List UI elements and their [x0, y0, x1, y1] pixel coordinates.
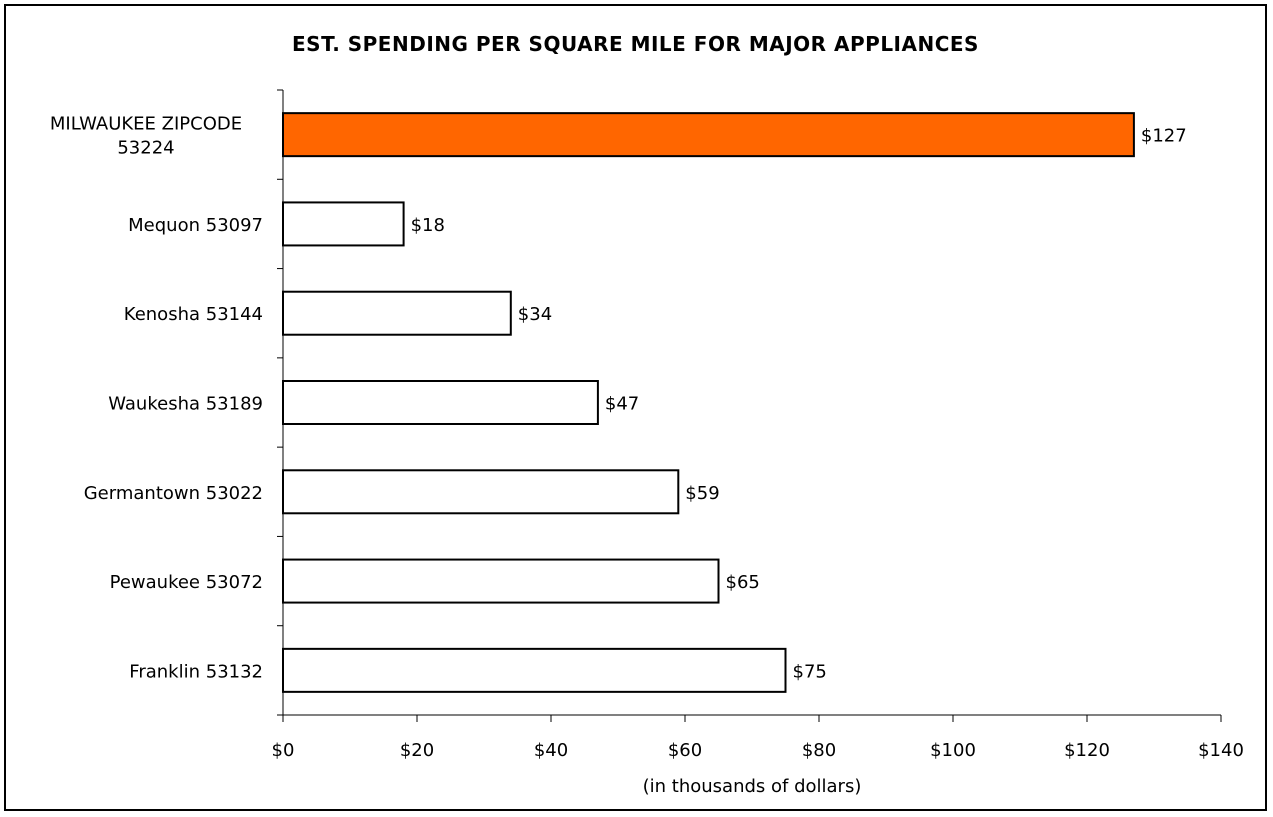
bar-value-label: $34 — [518, 304, 552, 325]
x-tick-label: $40 — [534, 740, 568, 761]
bar-value-label: $75 — [793, 661, 827, 682]
x-tick-label: $80 — [802, 740, 836, 761]
bar — [282, 647, 787, 693]
category-label: Germantown 53022 — [84, 483, 263, 504]
bar-value-label: $18 — [411, 215, 445, 236]
bar-value-label: $47 — [605, 394, 639, 415]
x-axis-label: (in thousands of dollars) — [643, 776, 862, 797]
category-label: Waukesha 53189 — [108, 394, 263, 415]
category-label: MILWAUKEE ZIPCODE — [50, 114, 242, 135]
bar-value-label: $65 — [726, 572, 760, 593]
bar — [282, 112, 1135, 158]
x-tick-label: $20 — [400, 740, 434, 761]
category-label: Kenosha 53144 — [124, 304, 263, 325]
bar — [282, 201, 405, 247]
x-tick-label: $0 — [272, 740, 295, 761]
x-tick-label: $100 — [930, 740, 976, 761]
category-label: Mequon 53097 — [128, 215, 263, 236]
bar-value-label: $59 — [685, 483, 719, 504]
chart-title: EST. SPENDING PER SQUARE MILE FOR MAJOR … — [292, 32, 979, 56]
category-label: Pewaukee 53072 — [110, 572, 263, 593]
bar — [282, 290, 512, 336]
x-tick-label: $140 — [1198, 740, 1244, 761]
x-tick-label: $60 — [668, 740, 702, 761]
x-tick-label: $120 — [1064, 740, 1110, 761]
category-label: 53224 — [117, 138, 174, 159]
bar-value-label: $127 — [1141, 126, 1187, 147]
bar — [282, 558, 720, 604]
category-label: Franklin 53132 — [129, 661, 263, 682]
bar — [282, 469, 680, 515]
bar — [282, 380, 599, 425]
